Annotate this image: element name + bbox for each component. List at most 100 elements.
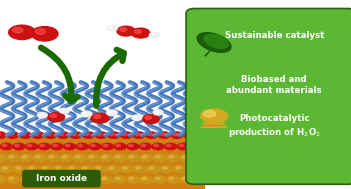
Circle shape <box>132 115 142 120</box>
Circle shape <box>180 154 193 161</box>
Circle shape <box>102 177 107 180</box>
Circle shape <box>133 132 145 138</box>
Circle shape <box>62 155 67 158</box>
Circle shape <box>13 166 27 173</box>
Circle shape <box>35 177 40 180</box>
Circle shape <box>7 132 19 138</box>
Circle shape <box>67 166 80 173</box>
Circle shape <box>196 132 208 138</box>
Ellipse shape <box>197 33 231 52</box>
Circle shape <box>135 167 140 169</box>
Circle shape <box>135 133 139 135</box>
Circle shape <box>140 176 153 183</box>
Circle shape <box>147 133 152 135</box>
Circle shape <box>120 132 132 138</box>
Circle shape <box>141 144 146 147</box>
Circle shape <box>91 144 95 147</box>
Circle shape <box>82 132 94 138</box>
Circle shape <box>103 144 108 147</box>
Circle shape <box>0 176 7 183</box>
Circle shape <box>180 176 193 183</box>
Circle shape <box>139 143 151 150</box>
Circle shape <box>32 132 44 138</box>
Circle shape <box>165 143 177 150</box>
FancyBboxPatch shape <box>22 170 101 187</box>
Circle shape <box>127 154 140 161</box>
Circle shape <box>49 177 54 180</box>
Circle shape <box>27 144 32 147</box>
Text: Sustainable catalyst: Sustainable catalyst <box>225 31 324 40</box>
Circle shape <box>35 155 40 158</box>
Circle shape <box>113 154 127 161</box>
Circle shape <box>142 155 147 158</box>
Circle shape <box>107 26 117 31</box>
Circle shape <box>59 108 69 113</box>
Circle shape <box>7 176 20 183</box>
Circle shape <box>134 30 141 33</box>
Circle shape <box>171 132 183 138</box>
Circle shape <box>78 144 82 147</box>
Circle shape <box>204 144 209 147</box>
Text: Iron oxide: Iron oxide <box>36 174 87 183</box>
Circle shape <box>182 177 187 180</box>
Circle shape <box>70 132 82 138</box>
Circle shape <box>9 25 35 40</box>
Circle shape <box>169 155 174 158</box>
Circle shape <box>179 144 184 147</box>
Circle shape <box>0 143 12 150</box>
Circle shape <box>22 177 27 180</box>
Circle shape <box>108 132 120 138</box>
Circle shape <box>160 166 173 173</box>
Circle shape <box>8 133 13 135</box>
Circle shape <box>31 27 58 41</box>
Circle shape <box>129 177 134 180</box>
Circle shape <box>132 28 150 38</box>
Circle shape <box>107 110 117 116</box>
Circle shape <box>127 143 139 150</box>
Circle shape <box>9 177 14 180</box>
Circle shape <box>39 113 42 115</box>
Circle shape <box>49 155 54 158</box>
Circle shape <box>33 154 47 161</box>
Circle shape <box>94 115 101 119</box>
Circle shape <box>200 166 213 173</box>
Bar <box>0 135 204 189</box>
Circle shape <box>100 176 113 183</box>
Circle shape <box>201 109 227 123</box>
Circle shape <box>57 132 69 138</box>
Circle shape <box>9 155 14 158</box>
Circle shape <box>7 154 20 161</box>
Circle shape <box>203 143 214 150</box>
Circle shape <box>100 154 113 161</box>
Circle shape <box>91 113 109 123</box>
Circle shape <box>0 132 6 138</box>
Circle shape <box>40 144 45 147</box>
Circle shape <box>76 143 88 150</box>
Circle shape <box>73 176 87 183</box>
Circle shape <box>64 143 75 150</box>
Circle shape <box>190 143 202 150</box>
Circle shape <box>198 133 203 135</box>
Circle shape <box>51 143 63 150</box>
Circle shape <box>38 143 50 150</box>
Circle shape <box>196 155 200 158</box>
Circle shape <box>15 144 19 147</box>
Circle shape <box>0 166 13 173</box>
Circle shape <box>158 132 170 138</box>
Circle shape <box>69 167 74 169</box>
Circle shape <box>21 133 26 135</box>
Circle shape <box>187 166 200 173</box>
Circle shape <box>155 111 158 113</box>
Circle shape <box>72 133 76 135</box>
Circle shape <box>61 109 65 111</box>
Circle shape <box>89 143 101 150</box>
Circle shape <box>35 29 46 34</box>
Circle shape <box>151 33 155 35</box>
Circle shape <box>147 166 160 173</box>
Circle shape <box>143 115 159 124</box>
Circle shape <box>162 167 167 169</box>
Circle shape <box>20 176 33 183</box>
Circle shape <box>117 26 135 36</box>
Circle shape <box>27 166 40 173</box>
Circle shape <box>87 176 100 183</box>
